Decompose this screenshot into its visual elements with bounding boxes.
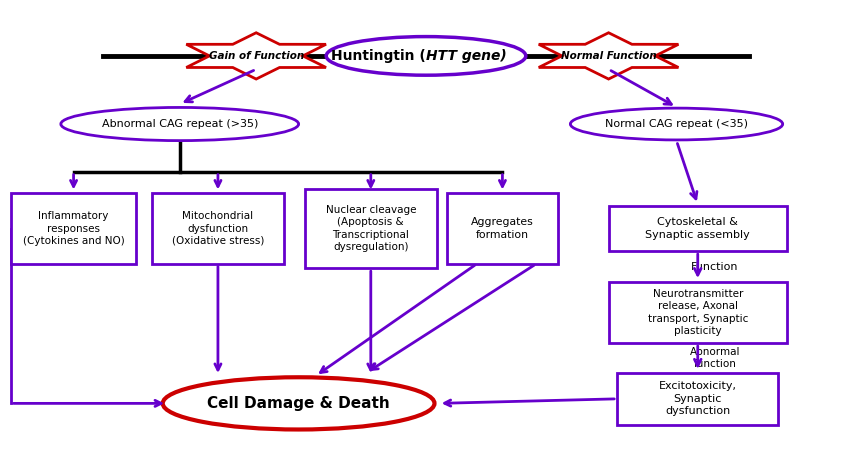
Text: Gain of Function: Gain of Function [209, 51, 304, 61]
Ellipse shape [326, 37, 526, 75]
Text: Cell Damage & Death: Cell Damage & Death [207, 396, 390, 411]
Text: Inflammatory
responses
(Cytokines and NO): Inflammatory responses (Cytokines and NO… [23, 211, 124, 246]
FancyBboxPatch shape [153, 193, 284, 264]
Text: Normal Function: Normal Function [561, 51, 656, 61]
Text: HTT gene): HTT gene) [426, 49, 507, 63]
Ellipse shape [163, 377, 435, 430]
Text: Huntingtin (: Huntingtin ( [331, 49, 426, 63]
Text: Function: Function [691, 261, 739, 271]
FancyBboxPatch shape [305, 189, 436, 268]
Text: Cytoskeletal &
Synaptic assembly: Cytoskeletal & Synaptic assembly [645, 217, 750, 240]
FancyBboxPatch shape [608, 282, 787, 343]
Text: Excitotoxicity,
Synaptic
dysfunction: Excitotoxicity, Synaptic dysfunction [659, 382, 737, 416]
FancyBboxPatch shape [11, 193, 136, 264]
Text: Abnormal
function: Abnormal function [689, 347, 740, 369]
Text: Neurotransmitter
release, Axonal
transport, Synaptic
plasticity: Neurotransmitter release, Axonal transpo… [648, 289, 748, 336]
Text: Normal CAG repeat (<35): Normal CAG repeat (<35) [605, 119, 748, 129]
Ellipse shape [570, 108, 783, 140]
Polygon shape [187, 33, 326, 79]
FancyBboxPatch shape [608, 206, 787, 251]
Text: Abnormal CAG repeat (>35): Abnormal CAG repeat (>35) [101, 119, 258, 129]
Polygon shape [538, 33, 678, 79]
Text: Aggregates
formation: Aggregates formation [471, 217, 534, 240]
FancyBboxPatch shape [617, 373, 779, 425]
Text: Nuclear cleavage
(Apoptosis &
Transcriptional
dysregulation): Nuclear cleavage (Apoptosis & Transcript… [325, 205, 416, 252]
FancyBboxPatch shape [447, 193, 557, 264]
Text: Mitochondrial
dysfunction
(Oxidative stress): Mitochondrial dysfunction (Oxidative str… [172, 211, 264, 246]
Ellipse shape [60, 107, 298, 141]
